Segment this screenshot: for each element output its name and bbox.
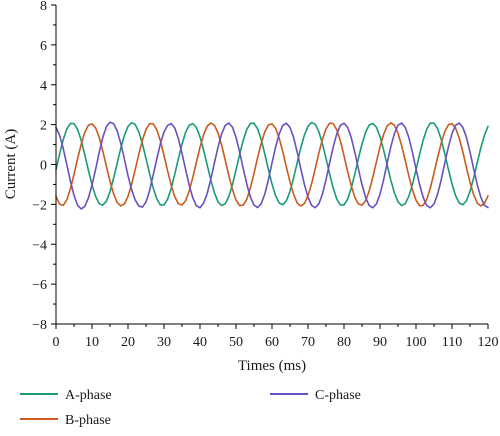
y-tick-label: −8 (32, 318, 47, 333)
legend-label-c-phase: C-phase (315, 388, 361, 403)
x-tick-label: 110 (442, 335, 462, 350)
x-tick-label: 70 (301, 335, 315, 350)
x-tick-label: 0 (53, 335, 60, 350)
x-tick-label: 40 (193, 335, 207, 350)
x-tick-label: 60 (265, 335, 279, 350)
x-tick-label: 50 (229, 335, 243, 350)
y-tick-label: −4 (32, 238, 47, 253)
y-tick-label: −6 (32, 278, 47, 293)
y-tick-label: 2 (40, 119, 47, 134)
x-tick-label: 30 (157, 335, 171, 350)
series-line-c-phase (55, 121, 489, 210)
legend: A-phase B-phase C-phase (20, 388, 361, 428)
y-tick-label: 8 (40, 0, 47, 14)
x-axis-title: Times (ms) (238, 358, 306, 374)
legend-label-a-phase: A-phase (65, 388, 112, 403)
x-tick-label: 120 (478, 335, 499, 350)
x-tick-label: 100 (406, 335, 427, 350)
y-tick-label: −2 (32, 198, 47, 213)
y-axis-title: Current (A) (3, 129, 19, 199)
plot-area (55, 121, 489, 210)
y-tick-label: 6 (40, 39, 47, 54)
x-tick-label: 80 (337, 335, 351, 350)
x-tick-label: 90 (373, 335, 387, 350)
series-line-b-phase (55, 122, 489, 207)
x-tick-label: 20 (121, 335, 135, 350)
y-tick-label: 0 (40, 159, 47, 174)
legend-label-b-phase: B-phase (65, 413, 111, 428)
y-tick-label: 4 (40, 79, 47, 94)
x-tick-label: 10 (85, 335, 99, 350)
